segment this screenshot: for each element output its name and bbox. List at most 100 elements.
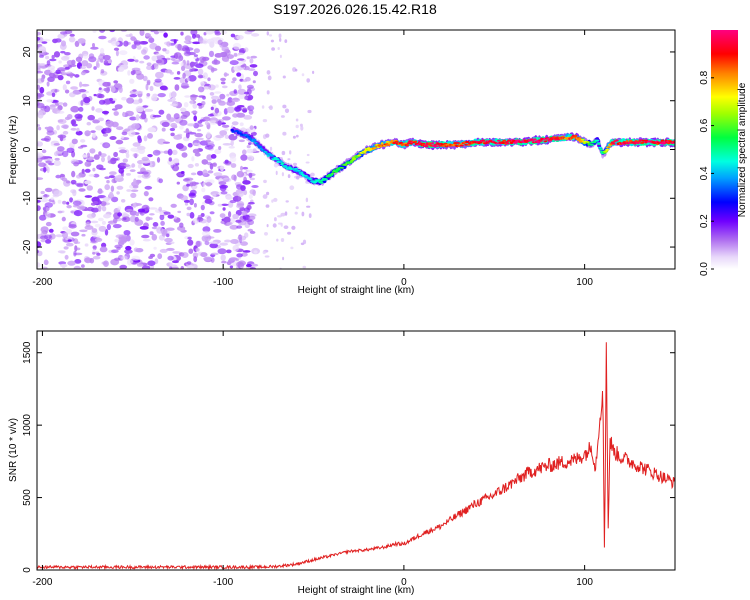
- noise-blob: [197, 102, 203, 106]
- noise-blob: [173, 113, 180, 120]
- ridge-mark: [434, 145, 439, 148]
- noise-blob: [62, 130, 69, 135]
- noise-blob: [280, 212, 286, 217]
- ridge-mark: [238, 131, 242, 134]
- noise-blob: [281, 172, 284, 177]
- noise-blob: [54, 151, 59, 157]
- noise-blob: [105, 120, 115, 127]
- noise-blob: [177, 210, 182, 214]
- spectrogram-y-ticks: -20 -10 0 10 20: [22, 46, 675, 254]
- noise-blob: [166, 41, 172, 47]
- noise-blob: [82, 154, 88, 158]
- noise-blob: [184, 95, 191, 98]
- noise-blob: [143, 135, 148, 142]
- noise-blob: [300, 125, 304, 131]
- noise-blob: [104, 143, 110, 147]
- noise-blob: [241, 211, 248, 216]
- noise-blob: [187, 163, 194, 169]
- ridge-mark: [405, 144, 410, 147]
- noise-blob: [232, 77, 237, 82]
- noise-blob: [47, 65, 56, 70]
- noise-blob: [251, 33, 260, 37]
- noise-blob: [202, 116, 211, 122]
- noise-blob: [266, 191, 270, 196]
- noise-blob: [207, 170, 214, 174]
- ridge-mark: [611, 142, 616, 145]
- snr-panel: -200 -100 0 100 0 500 1000 1500 Height of stra…: [8, 330, 676, 596]
- noise-blob: [201, 159, 209, 165]
- noise-blob: [61, 216, 66, 222]
- noise-blob: [95, 125, 104, 131]
- noise-blob: [284, 39, 288, 43]
- noise-blob: [115, 49, 119, 57]
- noise-blob: [78, 89, 87, 93]
- noise-blob: [247, 68, 256, 71]
- noise-blob: [91, 196, 100, 203]
- noise-blob: [118, 149, 127, 154]
- snr-x-ticks: -200 -100 0 100: [32, 331, 593, 588]
- noise-blob: [131, 163, 136, 168]
- noise-blob: [49, 104, 56, 110]
- noise-blob: [38, 46, 47, 53]
- noise-blob: [211, 59, 221, 65]
- noise-blob: [46, 130, 55, 136]
- noise-blob: [113, 151, 118, 158]
- noise-blob: [37, 262, 41, 268]
- noise-blob: [170, 266, 179, 269]
- noise-blob: [226, 106, 235, 114]
- noise-blob: [228, 146, 235, 149]
- noise-blob: [179, 222, 184, 228]
- noise-blob: [207, 113, 214, 117]
- noise-blob: [75, 182, 84, 186]
- noise-blob: [96, 252, 101, 256]
- noise-blob: [80, 144, 88, 148]
- noise-blob: [180, 195, 189, 201]
- colorbar-label: Normalized spectral amplitude: [737, 82, 748, 217]
- noise-blob: [214, 148, 222, 155]
- noise-blob: [200, 204, 205, 211]
- noise-blob: [202, 38, 208, 45]
- noise-blob: [190, 172, 197, 176]
- ridge-mark: [456, 142, 460, 144]
- noise-blob: [266, 70, 271, 75]
- noise-blob: [151, 161, 156, 168]
- noise-blob: [73, 265, 82, 269]
- noise-blob: [69, 197, 74, 203]
- noise-blob: [117, 254, 124, 261]
- noise-blob: [266, 224, 269, 228]
- noise-blob: [210, 252, 219, 256]
- noise-blob: [77, 205, 86, 211]
- noise-blob: [135, 150, 141, 153]
- noise-blob: [205, 30, 215, 35]
- noise-blob: [283, 225, 289, 229]
- colorbar-tick-label: 0.8: [699, 70, 710, 84]
- noise-blob: [145, 83, 149, 91]
- noise-blob: [242, 250, 251, 253]
- noise-blob: [242, 79, 248, 83]
- noise-blob: [141, 49, 147, 55]
- noise-blob: [90, 207, 100, 213]
- noise-blob: [50, 197, 55, 201]
- noise-blob: [187, 265, 194, 269]
- noise-blob: [90, 220, 99, 224]
- noise-blob: [66, 60, 74, 66]
- noise-blob: [104, 176, 110, 179]
- noise-blob: [66, 114, 73, 120]
- noise-blob: [183, 40, 190, 44]
- noise-blob: [150, 30, 155, 33]
- noise-blob: [114, 175, 124, 179]
- noise-blob: [102, 81, 111, 87]
- noise-blob: [159, 212, 164, 216]
- noise-blob: [187, 236, 192, 240]
- noise-blob: [75, 56, 83, 63]
- noise-blob: [200, 252, 208, 258]
- noise-blob: [170, 203, 177, 208]
- noise-blob: [137, 175, 142, 178]
- noise-blob: [129, 116, 137, 121]
- noise-blob: [170, 103, 178, 107]
- snr-y-label: SNR (10 * v/v): [8, 418, 19, 482]
- noise-blob: [101, 156, 105, 163]
- noise-blob: [133, 178, 137, 184]
- ridge-mark: [578, 140, 584, 143]
- noise-blob: [169, 127, 176, 132]
